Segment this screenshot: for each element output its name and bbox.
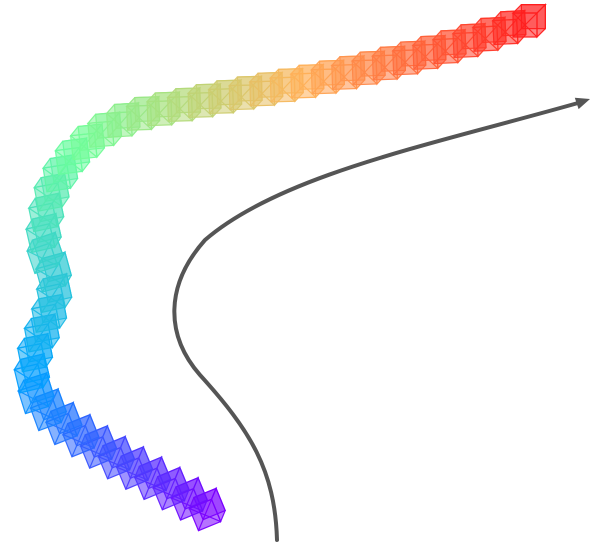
camera-frame-rays — [228, 84, 255, 111]
camera-frame-rays — [269, 76, 296, 103]
direction-arrow-curve — [172, 101, 580, 542]
camera-frame-rays — [146, 100, 173, 126]
camera-frame — [511, 3, 547, 39]
camera-frame-rays — [290, 72, 317, 99]
camera-frame-rays — [512, 12, 538, 38]
direction-arrowhead — [574, 97, 590, 110]
camera-frame-rays — [187, 92, 214, 118]
camera-frame-rays — [249, 80, 275, 107]
direction-arrow-group — [172, 97, 590, 542]
camera-frames-group — [13, 3, 547, 532]
